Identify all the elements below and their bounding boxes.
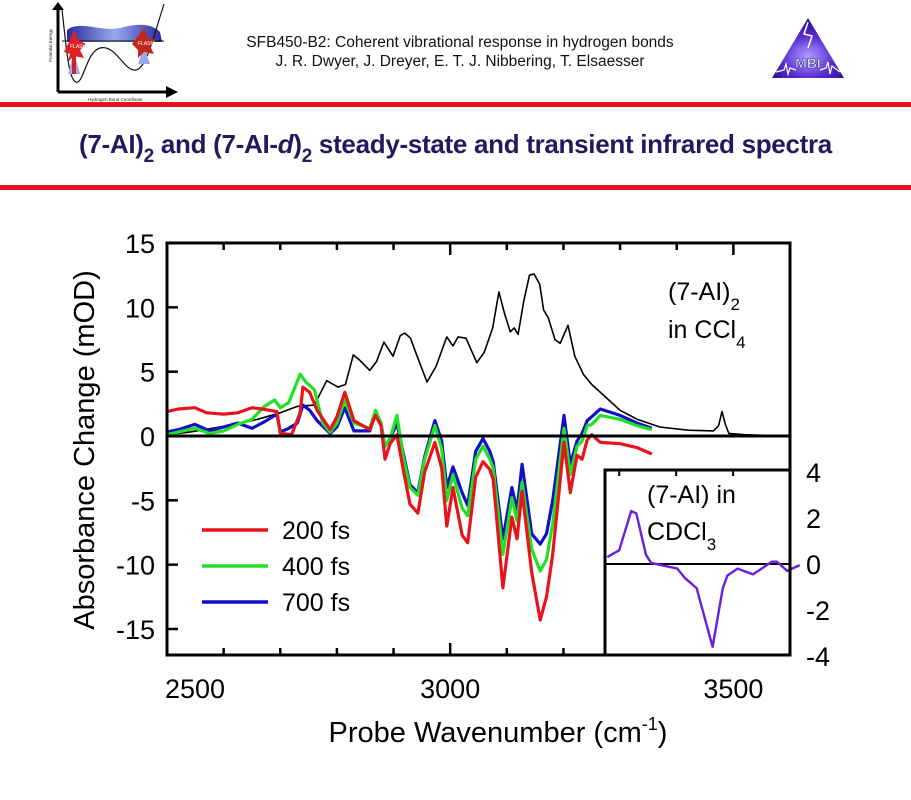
title-part-4: steady-state and transient infrared spec… xyxy=(311,129,832,159)
y-axis-title: Absorbance Change (mOD) xyxy=(69,270,101,629)
title-part-2: and (7-AI- xyxy=(153,129,278,159)
y-tick-label: 10 xyxy=(125,293,155,323)
x-arrow-icon xyxy=(166,86,178,98)
main-series-group xyxy=(166,273,790,622)
mbi-logo: MBI xyxy=(772,18,844,78)
series-line-700-fs xyxy=(166,403,653,546)
spectra-chart: 15 10 5 0 -5 -10 -15 2500 3000 3500 (7-AI)2 in C… xyxy=(69,229,830,749)
inset-y-tick-label: 2 xyxy=(806,504,821,534)
inset-y-tick-label: 0 xyxy=(806,550,821,580)
x-tick-label: 3000 xyxy=(420,674,480,704)
series-line-400-fs xyxy=(166,372,653,573)
inset-series-group xyxy=(606,509,801,648)
inset-y-tick-label: 4 xyxy=(806,458,821,488)
title-part-3: ) xyxy=(293,129,302,159)
x-axis-title: Probe Wavenumber (cm-1) xyxy=(329,714,668,749)
inset-annotation-line1: (7-AI) in xyxy=(647,481,736,509)
series-line-200-fs xyxy=(166,385,653,622)
main-axis-ticks xyxy=(167,243,735,655)
inset-axis-ticks xyxy=(618,470,735,476)
flash-label-right: FLASH xyxy=(138,41,155,47)
y-tick-label: -15 xyxy=(116,615,155,645)
inset-plot: 4 2 0 -2 -4 (7-AI) in CDCl3 xyxy=(603,458,830,672)
title-italic-d: d xyxy=(277,129,294,159)
y-tick-label: -5 xyxy=(131,486,155,516)
inset-series-line xyxy=(606,509,801,648)
legend: 200 fs 400 fs 700 fs xyxy=(202,517,350,617)
series-line--7-ai-2-in-ccl4-steady-state xyxy=(166,273,790,437)
y-tick-label: 15 xyxy=(125,229,155,259)
inset-y-tick-label: -4 xyxy=(806,642,830,672)
inset-y-tick-label: -2 xyxy=(806,596,830,626)
lightning-icon xyxy=(803,21,813,49)
excitation-arrow xyxy=(72,44,76,74)
title-subscript-2: 2 xyxy=(301,146,313,167)
hydrogen-bond-potential-logo: FLASH FLASH Potential Energy Hydrogen Bo… xyxy=(48,2,178,102)
top-red-rule xyxy=(0,102,911,107)
flash-label-left: FLASH xyxy=(70,44,87,50)
inset-y-tick-labels: 4 2 0 -2 -4 xyxy=(806,458,830,672)
header-project-info: SFB450-B2: Coherent vibrational response… xyxy=(200,33,720,71)
lower-state-shape-right xyxy=(138,46,150,64)
header-project-title: SFB450-B2: Coherent vibrational response… xyxy=(246,34,674,51)
legend-label-700fs: 700 fs xyxy=(282,589,350,617)
y-tick-labels: 15 10 5 0 -5 -10 -15 xyxy=(116,229,155,645)
x-tick-label: 3500 xyxy=(703,674,763,704)
x-tick-label: 2500 xyxy=(165,674,225,704)
inset-annotation-line2: CDCl3 xyxy=(647,518,716,554)
y-arrow-icon xyxy=(52,2,64,10)
flash-burst-right xyxy=(132,28,156,58)
bottom-red-rule xyxy=(0,185,911,190)
x-tick-labels: 2500 3000 3500 xyxy=(165,674,763,704)
mbi-logo-text: MBI xyxy=(795,55,821,71)
logo-x-label: Hydrogen Bond Coordinate xyxy=(88,97,143,102)
legend-label-400fs: 400 fs xyxy=(282,553,350,581)
main-plot: 15 10 5 0 -5 -10 -15 2500 3000 3500 (7-AI)2 in C… xyxy=(69,229,792,749)
inset-frame xyxy=(603,468,792,657)
title-part-1: (7-AI) xyxy=(79,129,144,159)
flash-burst-left xyxy=(64,30,86,62)
y-tick-label: -10 xyxy=(116,551,155,581)
header-authors: J. R. Dwyer, J. Dreyer, E. T. J. Nibberi… xyxy=(275,53,645,70)
annotation-in-ccl4: in CCl4 xyxy=(668,316,746,352)
y-tick-label: 5 xyxy=(140,358,155,388)
slide-title: (7-AI)2 and (7-AI-d)2 steady-state and t… xyxy=(0,129,911,166)
legend-label-200fs: 200 fs xyxy=(282,517,350,545)
y-tick-label: 0 xyxy=(140,422,155,452)
logo-y-label: Potential Energy xyxy=(48,28,53,62)
annotation-7ai2: (7-AI)2 xyxy=(668,278,740,314)
main-plot-frame xyxy=(165,241,792,657)
title-subscript-1: 2 xyxy=(143,146,155,167)
